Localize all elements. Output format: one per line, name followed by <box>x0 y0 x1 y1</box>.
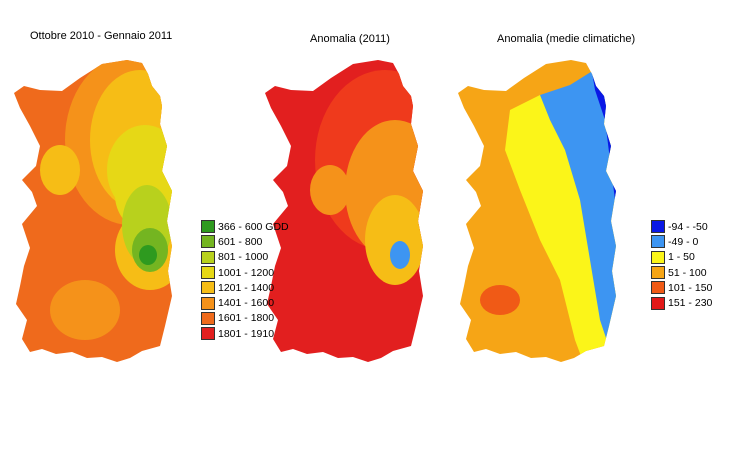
map-anomaly-climate <box>458 60 616 362</box>
legend-swatch <box>201 311 215 325</box>
legend-label: 1801 - 1910 <box>218 327 275 340</box>
legend-item: 151 - 230 <box>651 295 712 310</box>
legend-swatch <box>201 220 215 234</box>
legend-swatch <box>651 266 665 280</box>
map-anomaly-2011 <box>265 60 423 362</box>
legend-label: 1 - 50 <box>668 251 695 264</box>
legend-item: 101 - 150 <box>651 280 712 295</box>
legend-gdd: 366 - 600 GDD 601 - 800 801 - 1000 1001 … <box>201 219 289 341</box>
legend-label: 101 - 150 <box>668 281 713 294</box>
legend-swatch <box>201 266 215 280</box>
panel-title-gdd: Ottobre 2010 - Gennaio 2011 <box>30 30 173 42</box>
legend-item: 1001 - 1200 <box>201 265 289 280</box>
panel-title-anomaly-2011: Anomalia (2011) <box>310 33 390 45</box>
legend-item: -94 - -50 <box>651 219 712 234</box>
legend-swatch <box>651 250 665 264</box>
legend-item: 1401 - 1600 <box>201 295 289 310</box>
legend-item: -49 - 0 <box>651 234 712 249</box>
legend-swatch <box>651 220 665 234</box>
legend-swatch <box>201 235 215 249</box>
legend-item: 1201 - 1400 <box>201 280 289 295</box>
legend-swatch <box>201 281 215 295</box>
legend-label: 601 - 800 <box>218 235 263 248</box>
legend-swatch <box>651 235 665 249</box>
legend-label: 1001 - 1200 <box>218 266 275 279</box>
legend-label: -49 - 0 <box>668 235 699 248</box>
legend-item: 51 - 100 <box>651 265 712 280</box>
legend-label: 801 - 1000 <box>218 251 269 264</box>
legend-item: 366 - 600 GDD <box>201 219 289 234</box>
legend-item: 601 - 800 <box>201 234 289 249</box>
legend-label: -94 - -50 <box>668 220 708 233</box>
legend-label: 1401 - 1600 <box>218 297 275 310</box>
legend-item: 801 - 1000 <box>201 250 289 265</box>
legend-label: 151 - 230 <box>668 297 713 310</box>
legend-label: 1601 - 1800 <box>218 312 275 325</box>
legend-label: 366 - 600 GDD <box>218 220 289 233</box>
legend-label: 1201 - 1400 <box>218 281 275 294</box>
legend-label: 51 - 100 <box>668 266 707 279</box>
legend-swatch <box>651 296 665 310</box>
legend-anomaly-climate: -94 - -50 -49 - 0 1 - 50 51 - 100 101 - … <box>651 219 712 311</box>
legend-swatch <box>201 250 215 264</box>
legend-item: 1801 - 1910 <box>201 326 289 341</box>
legend-swatch <box>201 327 215 341</box>
legend-item: 1601 - 1800 <box>201 311 289 326</box>
panel-title-anomaly-climate: Anomalia (medie climatiche) <box>497 33 636 45</box>
map-gdd <box>14 60 172 362</box>
legend-item: 1 - 50 <box>651 250 712 265</box>
legend-swatch <box>201 296 215 310</box>
legend-swatch <box>651 281 665 295</box>
